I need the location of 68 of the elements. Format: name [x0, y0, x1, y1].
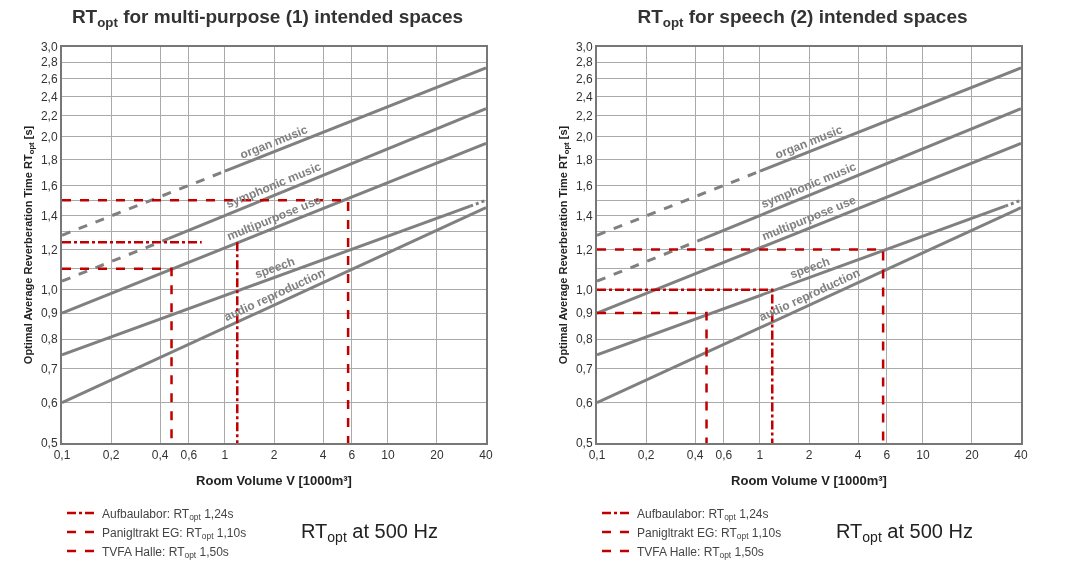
chart-title: RT$_{opt}$ for speech (2) intended spaces — [637, 5, 968, 30]
y-tick-label: 3,0 — [575, 40, 593, 55]
text: RT$_{opt}$ at 500 Hz — [301, 520, 438, 546]
x-tick-label: 2 — [270, 448, 278, 463]
x-tick-label: 20 — [430, 448, 444, 463]
x-tick-label: 0,1 — [53, 448, 71, 463]
x-tick-label: 20 — [965, 448, 979, 463]
y-tick-label: 3,0 — [40, 40, 58, 55]
y-tick-label: 1,8 — [575, 153, 593, 168]
y-tick-label: 0,6 — [575, 395, 593, 410]
y-tick-label: 2,8 — [575, 55, 593, 70]
legend-label: Panigltrakt EG: RT$_{opt}$ 1,10s — [102, 525, 247, 542]
x-tick-label: 40 — [479, 448, 493, 463]
y-tick-label: 1,2 — [575, 242, 593, 257]
y-tick-label: 2,0 — [40, 129, 58, 144]
y-tick-label: 1,4 — [575, 208, 593, 223]
x-tick-label: 6 — [883, 448, 891, 463]
x-tick-label: 40 — [1014, 448, 1028, 463]
x-tick-label: 0,4 — [151, 448, 169, 463]
legend-label: Aufbaulabor: RT$_{opt}$ 1,24s — [637, 506, 769, 523]
y-tick-label: 1,2 — [40, 242, 58, 257]
text: organ music — [773, 122, 845, 162]
x-tick-label: 6 — [348, 448, 356, 463]
y-tick-label: 0,5 — [575, 436, 593, 451]
legend-label: Panigltrakt EG: RT$_{opt}$ 1,10s — [637, 525, 782, 542]
text: RT$_{opt}$ at 500 Hz — [836, 520, 973, 546]
y-tick-label: 0,9 — [575, 306, 593, 321]
x-tick-label: 0,6 — [715, 448, 733, 463]
y-tick-label: 2,6 — [40, 71, 58, 86]
y-tick-label: 2,4 — [575, 89, 593, 104]
y-tick-label: 1,4 — [40, 208, 58, 223]
y-tick-label: 0,6 — [40, 395, 58, 410]
y-tick-label: 0,7 — [575, 361, 593, 376]
x-tick-label: 2 — [805, 448, 813, 463]
y-tick-label: 2,6 — [575, 71, 593, 86]
y-tick-label: 2,4 — [40, 89, 58, 104]
y-tick-label: 0,9 — [40, 306, 58, 321]
x-tick-label: 0,6 — [180, 448, 198, 463]
y-tick-label: 2,2 — [575, 108, 593, 123]
x-tick-label: 4 — [854, 448, 862, 463]
y-tick-label: 0,8 — [575, 332, 593, 347]
x-tick-label: 0,2 — [637, 448, 655, 463]
x-tick-label: 1 — [221, 448, 229, 463]
y-tick-label: 0,7 — [40, 361, 58, 376]
x-axis-title: Room Volume V [1000m³] — [731, 472, 887, 488]
y-tick-label: 1,8 — [40, 153, 58, 168]
x-tick-label: 0,4 — [686, 448, 704, 463]
x-tick-label: 1 — [756, 448, 764, 463]
chart-title: RT$_{opt}$ for multi-purpose (1) intended spaces — [71, 5, 464, 30]
x-tick-label: 4 — [319, 448, 327, 463]
x-tick-label: 0,2 — [102, 448, 120, 463]
y-tick-label: 0,8 — [40, 332, 58, 347]
legend-label: TVFA Halle: RT$_{opt}$ 1,50s — [637, 544, 764, 561]
text: organ music — [238, 122, 310, 162]
x-axis-title: Room Volume V [1000m³] — [196, 472, 352, 488]
y-tick-label: 1,6 — [575, 179, 593, 194]
x-tick-label: 10 — [916, 448, 930, 463]
y-tick-label: 0,5 — [40, 436, 58, 451]
y-tick-label: 1,0 — [575, 283, 593, 298]
y-tick-label: 2,0 — [575, 129, 593, 144]
y-tick-label: 1,6 — [40, 179, 58, 194]
legend-label: Aufbaulabor: RT$_{opt}$ 1,24s — [102, 506, 234, 523]
y-tick-label: 2,2 — [40, 108, 58, 123]
x-tick-label: 10 — [381, 448, 395, 463]
legend-label: TVFA Halle: RT$_{opt}$ 1,50s — [102, 544, 229, 561]
y-tick-label: 1,0 — [40, 283, 58, 298]
x-tick-label: 0,1 — [588, 448, 606, 463]
y-tick-label: 2,8 — [40, 55, 58, 70]
